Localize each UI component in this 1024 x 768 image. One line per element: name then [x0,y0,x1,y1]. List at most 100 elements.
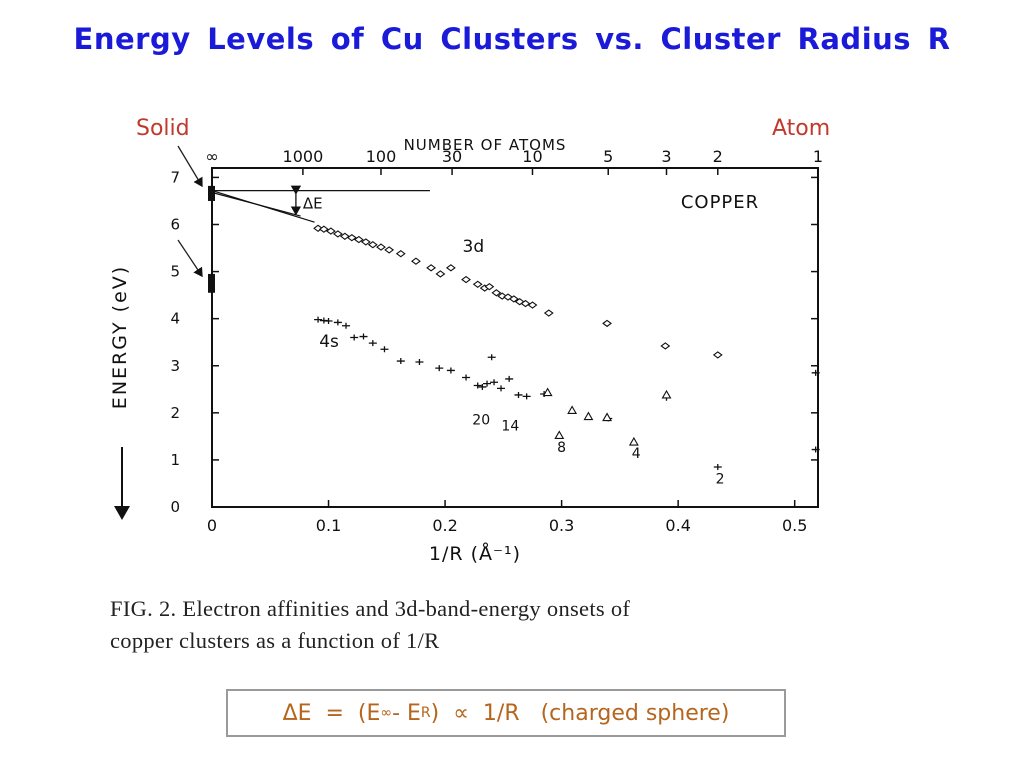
data-point-4s [350,334,359,341]
x-axis-label: 1/R (Å⁻¹) [429,542,521,565]
y-tick-label: 6 [170,216,180,234]
data-point-4s [490,379,499,386]
data-point-3d [346,233,357,242]
data-point-triangle [554,430,565,439]
slide-title: Energy Levels of Cu Clusters vs. Cluster… [73,22,951,56]
data-point-4s [435,365,444,372]
data-point-4s [380,346,389,353]
annotation-label: 8 [557,440,566,456]
data-point-triangle [661,389,672,399]
data-point-4s [473,382,482,389]
trend-line [211,191,301,217]
formula-tail: ) ∝ 1/R (charged sphere) [430,700,730,726]
x-tick-label: 0.4 [665,516,690,535]
data-point-3d [543,309,554,317]
solid-label: Solid [136,116,190,141]
top-tick-label: 10 [522,147,542,166]
y-tick-label: 3 [170,357,180,375]
solid-3d-marker [208,185,215,201]
top-tick-label: 5 [603,147,613,166]
y-tick-label: 2 [170,404,180,422]
caption-line-2: copper clusters as a function of 1/R [110,628,440,653]
solid-4s-marker [208,273,215,293]
data-point-triangle [567,405,578,415]
data-point-4s [514,391,523,398]
data-point-4s [811,369,820,376]
top-tick-label: 100 [366,147,397,166]
data-point-4s [314,316,323,323]
data-point-3d [484,282,495,291]
data-point-3d [491,289,502,297]
data-point-triangle [602,412,613,422]
data-point-3d [395,250,406,258]
solid-pointer-arrow [177,239,203,278]
annotation-label: 2 [716,471,725,487]
y-tick-label: 0 [170,498,180,516]
chart-title: COPPER [681,192,759,213]
top-tick-label: 30 [442,147,462,166]
y-tick-label: 1 [170,451,180,469]
data-point-4s [462,374,471,381]
y-tick-label: 7 [170,168,180,186]
data-point-3d [660,342,671,350]
data-point-3d [411,257,421,265]
y-tick-label: 5 [170,263,180,281]
data-point-4s [505,375,514,382]
y-tick-label: 4 [170,310,180,328]
data-point-4s [811,446,820,453]
y-axis-label: ENERGY (eV) [109,265,131,409]
data-point-4s [522,393,531,400]
x-tick-label: 0.2 [432,516,457,535]
data-point-4s [478,383,487,390]
delta-e-label: ΔE [303,194,323,212]
data-point-4s [446,367,455,374]
top-axis-label: NUMBER OF ATOMS [404,136,567,154]
x-tick-label: 0 [207,516,217,535]
data-point-3d [508,295,519,303]
top-tick-label: 3 [661,147,671,166]
formula-lead: ΔE = (E [282,700,381,726]
data-point-4s [324,318,333,325]
solid-pointer-arrow [177,145,203,188]
data-point-3d [367,241,378,249]
data-point-3d [426,264,437,272]
data-point-3d [318,225,329,233]
data-point-4s [713,463,722,470]
x-tick-label: 0.1 [316,516,341,535]
annotation-label: 4 [632,446,641,462]
data-point-3d [602,319,612,328]
x-tick-label: 0.3 [549,516,574,535]
annotation-label: 14 [501,419,519,435]
data-point-3d [472,280,483,288]
data-point-triangle [542,387,553,397]
data-point-3d [325,227,336,235]
data-point-3d [712,351,723,359]
data-point-3d [461,275,471,284]
data-point-4s [483,380,492,387]
data-point-3d [527,301,538,309]
data-point-4s [342,322,351,329]
data-point-triangle [628,436,639,446]
top-tick-label: 2 [713,147,723,166]
x-tick-label: 0.5 [782,516,807,535]
top-tick-label: ∞ [205,147,218,166]
top-tick-label: 1000 [283,147,324,166]
data-point-3d [332,230,343,238]
data-point-4s [487,354,496,361]
data-point-4s [333,319,342,326]
formula-box: ΔE = (E ∞ - E R) ∝ 1/R (charged sphere) [226,689,786,737]
data-point-4s [415,358,424,365]
annotation-label: 20 [472,413,490,429]
annotation-label: 3d [463,237,485,257]
data-point-triangle [583,411,594,421]
data-point-3d [384,246,395,254]
data-point-3d [445,264,456,272]
figure-caption: FIG. 2. Electron affinities and 3d-band-… [110,593,830,657]
data-point-4s [396,358,405,365]
data-point-4s [368,340,377,347]
formula-mid: - E [392,700,421,726]
data-point-4s [497,385,506,392]
energy-chart: 0 0.1 0.2 0.3 0.4 0.5 0 1 2 3 4 5 6 7 ∞ 1000 100 30 10 5 3 2 1… [109,136,823,565]
plot-frame [211,167,819,508]
data-point-4s [359,333,368,340]
